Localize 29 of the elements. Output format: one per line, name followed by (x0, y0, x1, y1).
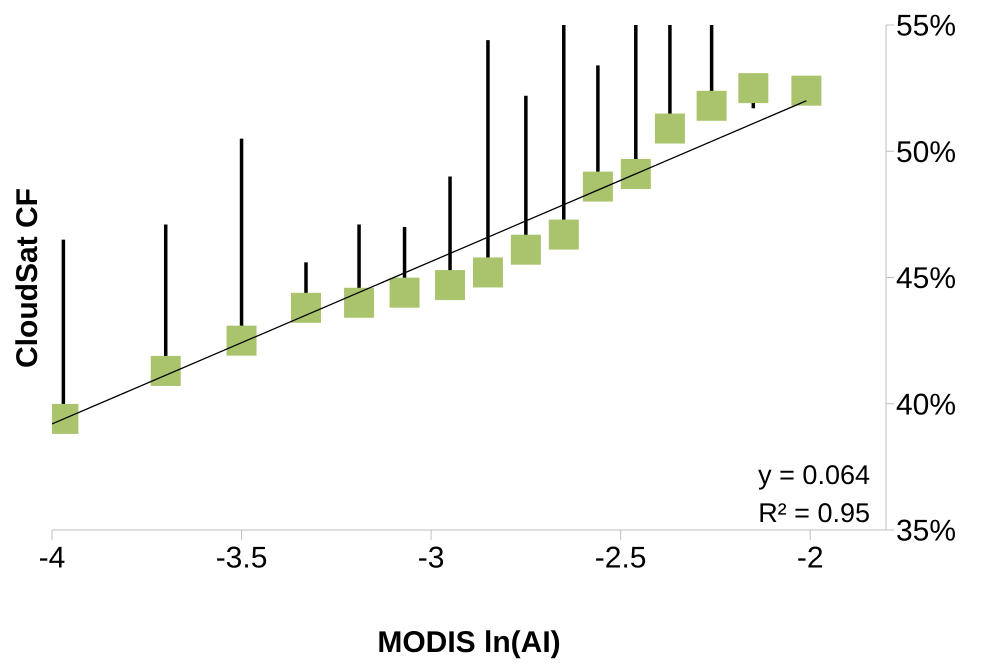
y-tick-label: 55% (896, 10, 956, 43)
y-tick-label: 35% (896, 514, 956, 548)
x-tick-label: -4 (38, 541, 66, 574)
y-axis-title: CloudSat CF (11, 188, 45, 368)
point (738, 73, 768, 104)
y-tick-label: 45% (896, 262, 956, 296)
annotation: R² = 0.95 (758, 497, 870, 530)
point (696, 90, 727, 121)
point (791, 76, 822, 106)
x-tick-label: -3.5 (216, 541, 268, 574)
x-tick-label: -2 (796, 541, 824, 574)
annotation: y = 0.064 (758, 459, 870, 492)
x-tick-label: -3 (418, 541, 444, 574)
point (654, 114, 685, 144)
x-axis-title: MODIS ln(AI) (377, 626, 561, 659)
point (390, 278, 420, 308)
point (510, 234, 541, 265)
point (344, 288, 374, 318)
point (548, 220, 579, 250)
y-tick-label: 40% (896, 388, 956, 422)
point (472, 257, 503, 288)
y-tick-label: 50% (896, 136, 956, 169)
point (435, 270, 466, 300)
point (582, 172, 613, 202)
x-tick-label: -2.5 (594, 541, 646, 574)
point (290, 292, 321, 323)
point (620, 158, 651, 189)
point (226, 326, 257, 356)
point (150, 356, 181, 386)
